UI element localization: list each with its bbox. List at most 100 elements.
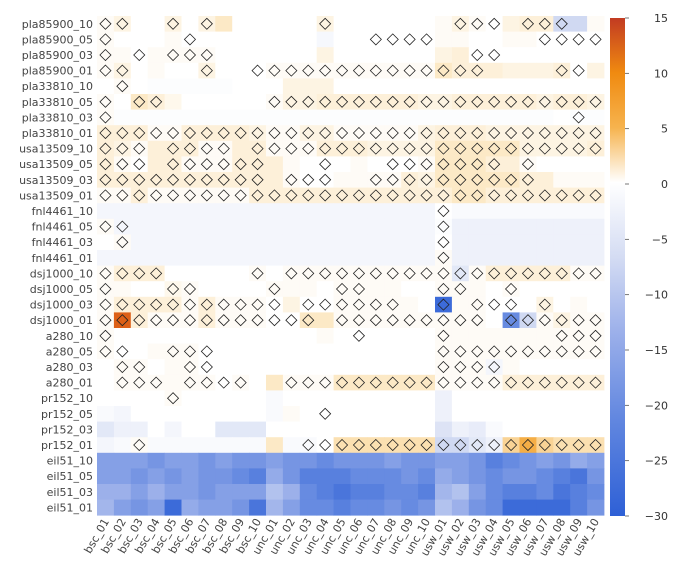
heatmap-cell [350, 390, 368, 407]
diamond-marker [352, 95, 366, 108]
diamond-marker [538, 17, 551, 30]
colorbar-tick-label: −20 [645, 399, 668, 412]
diamond-marker [99, 17, 112, 30]
heatmap-cell [418, 499, 436, 516]
diamond-marker [234, 376, 247, 389]
heatmap-cell [384, 390, 402, 407]
heatmap-cell [418, 437, 436, 454]
heatmap-cell [147, 234, 165, 251]
heatmap-cell [553, 281, 571, 298]
heatmap-cell [435, 343, 453, 360]
heatmap-cell [97, 437, 115, 454]
heatmap-cell [316, 390, 334, 407]
heatmap-cell [468, 281, 487, 298]
diamond-marker [217, 126, 230, 140]
heatmap-cell [502, 421, 520, 438]
heatmap-cell [536, 437, 554, 454]
diamond-marker [589, 376, 602, 389]
heatmap-cell [198, 47, 216, 64]
colorbar-ticks: 15 10 5 0 −5 −10 −15 −20 −25 −30 [625, 12, 668, 523]
heatmap-cell [502, 390, 520, 407]
diamond-marker [454, 64, 467, 77]
y-tick-labels: pla85900_10 pla85900_05 pla85900_03 pla8590… [19, 18, 93, 515]
heatmap-cell [587, 203, 605, 220]
heatmap-cell [451, 172, 470, 188]
heatmap-cell [536, 328, 554, 344]
heatmap-cell [451, 62, 470, 79]
heatmap-cell [164, 234, 182, 251]
heatmap-cell [266, 250, 284, 266]
diamond-marker [183, 360, 197, 374]
heatmap-cell [232, 296, 250, 313]
diamond-marker [403, 33, 416, 46]
heatmap-cell [570, 31, 588, 48]
heatmap-cell [316, 109, 334, 126]
diamond-marker [285, 173, 298, 186]
heatmap-cell [266, 203, 284, 220]
diamond-marker [251, 314, 264, 327]
heatmap-cell [164, 156, 182, 173]
heatmap-cell [299, 218, 318, 235]
heatmap-cell [367, 47, 385, 64]
diamond-marker [200, 376, 213, 389]
heatmap-cell [587, 374, 605, 391]
heatmap-cell [519, 47, 537, 64]
heatmap-cell [316, 281, 334, 298]
heatmap-cell [299, 281, 318, 298]
heatmap-cell [502, 499, 520, 516]
heatmap-cell [418, 62, 436, 79]
heatmap-cell [485, 328, 503, 344]
y-tick-label: pla33810_10 [22, 80, 93, 93]
heatmap-cell [553, 328, 571, 344]
heatmap-cell [367, 437, 385, 454]
heatmap-cell [333, 31, 351, 48]
heatmap-cell [266, 172, 284, 188]
heatmap-cell [401, 47, 419, 64]
diamond-marker [200, 48, 213, 62]
diamond-marker [572, 111, 585, 124]
y-tick-label: pr152_05 [41, 408, 93, 421]
diamond-marker [251, 64, 264, 77]
heatmap-cell [587, 328, 605, 344]
heatmap-cell [401, 281, 419, 298]
diamond-marker [555, 267, 568, 280]
heatmap-cell [367, 234, 385, 251]
heatmap-cell [215, 250, 233, 266]
diamond-marker [99, 142, 112, 155]
diamond-marker [217, 158, 230, 171]
heatmap-cell [232, 203, 250, 220]
diamond-marker [572, 438, 585, 452]
colorbar-tick-label: 15 [654, 12, 668, 25]
diamond-marker [183, 173, 197, 186]
heatmap-cell [435, 499, 453, 516]
heatmap-cell [401, 125, 419, 142]
heatmap-cell [113, 156, 132, 173]
heatmap-cell [316, 312, 334, 329]
y-tick-label: dsj1000_01 [30, 314, 93, 327]
heatmap-cell [451, 359, 470, 376]
heatmap-cell [147, 343, 165, 360]
diamond-marker [319, 173, 332, 186]
heatmap-cell [418, 359, 436, 376]
heatmap-cell [367, 31, 385, 48]
heatmap-cell [215, 437, 233, 454]
heatmap-cell [266, 437, 284, 454]
heatmap-cell [435, 250, 453, 266]
heatmap-cell [485, 16, 503, 32]
diamond-marker [99, 329, 112, 342]
heatmap-cell [249, 62, 267, 79]
heatmap-cell [401, 468, 419, 485]
heatmap-cell [215, 109, 233, 126]
heatmap-cell [333, 374, 351, 391]
heatmap-cell [468, 156, 487, 173]
heatmap-cell [367, 452, 385, 469]
heatmap-cell [198, 468, 216, 485]
heatmap-cell [164, 437, 182, 454]
y-tick-label: dsj1000_03 [30, 299, 93, 312]
heatmap-cell [553, 125, 571, 142]
heatmap-cell [553, 140, 571, 157]
heatmap-cell [451, 390, 470, 407]
diamond-marker [386, 126, 399, 140]
heatmap-cell [587, 296, 605, 313]
heatmap-cell [333, 281, 351, 298]
